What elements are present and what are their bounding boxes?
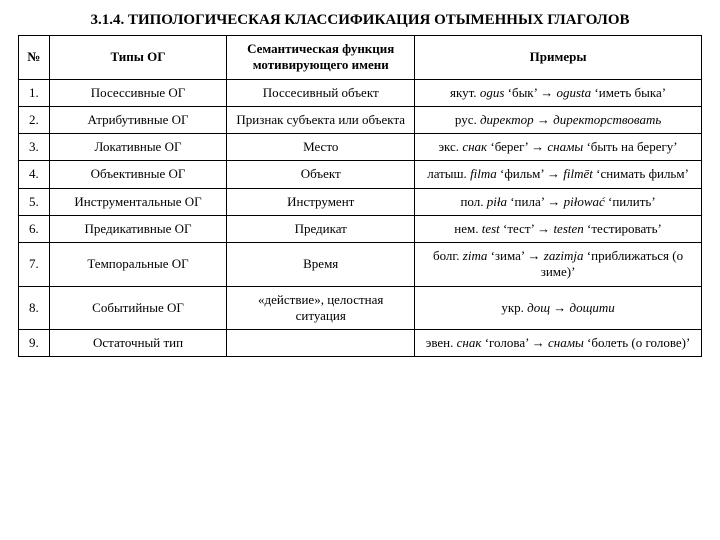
cell-num: 2.: [19, 106, 50, 133]
typology-table: № Типы ОГ Семантическая функция мотивиру…: [18, 35, 702, 357]
example-derived-word: директорствовать: [553, 112, 661, 127]
example-source-word: test: [482, 221, 500, 236]
example-derived-word: снамы: [547, 139, 583, 154]
example-lang: якут.: [450, 85, 480, 100]
table-row: 3.Локативные ОГМестоэкс. снак ‘берег’ → …: [19, 134, 702, 161]
table-row: 6.Предикативные ОГПредикатнем. test ‘тес…: [19, 215, 702, 242]
cell-num: 4.: [19, 161, 50, 188]
example-lang: болг.: [433, 248, 463, 263]
example-lang: укр.: [501, 300, 527, 315]
cell-type: Остаточный тип: [49, 330, 227, 357]
cell-function: [227, 330, 415, 357]
cell-example: экс. снак ‘берег’ → снамы ‘быть на берег…: [415, 134, 702, 161]
cell-function: Поссесивный объект: [227, 79, 415, 106]
example-derived-word: piłować: [564, 194, 605, 209]
table-row: 8.Событийные ОГ«действие», целостная сит…: [19, 286, 702, 330]
example-derived-word: zazimja: [544, 248, 584, 263]
cell-function: Объект: [227, 161, 415, 188]
cell-type: Темпоральные ОГ: [49, 243, 227, 287]
example-lang: экс.: [438, 139, 462, 154]
example-source-word: piła: [487, 194, 507, 209]
example-lang: нем.: [454, 221, 481, 236]
table-row: 1.Посессивные ОГПоссесивный объектякут. …: [19, 79, 702, 106]
cell-num: 8.: [19, 286, 50, 330]
example-gloss-arrow: ‘пила’ →: [507, 194, 564, 209]
table-row: 9.Остаточный тип эвен. снак ‘голова’ → сн…: [19, 330, 702, 357]
cell-num: 1.: [19, 79, 50, 106]
cell-type: Предикативные ОГ: [49, 215, 227, 242]
example-gloss-tail: ‘болеть (о голове)’: [584, 335, 691, 350]
cell-function: Время: [227, 243, 415, 287]
header-types: Типы ОГ: [49, 36, 227, 80]
example-gloss-tail: ‘пилить’: [605, 194, 656, 209]
cell-function: Инструмент: [227, 188, 415, 215]
table-header-row: № Типы ОГ Семантическая функция мотивиру…: [19, 36, 702, 80]
cell-example: нем. test ‘тест’ → testen ‘тестировать’: [415, 215, 702, 242]
cell-example: рус. директор → директорствовать: [415, 106, 702, 133]
header-num: №: [19, 36, 50, 80]
cell-example: латыш. filma ‘фильм’ → filmēt ‘снимать ф…: [415, 161, 702, 188]
cell-type: Локативные ОГ: [49, 134, 227, 161]
cell-example: пол. piła ‘пила’ → piłować ‘пилить’: [415, 188, 702, 215]
cell-type: Событийные ОГ: [49, 286, 227, 330]
example-gloss-arrow: →: [550, 300, 570, 315]
header-examples: Примеры: [415, 36, 702, 80]
example-gloss-tail: ‘быть на берегу’: [583, 139, 677, 154]
cell-num: 6.: [19, 215, 50, 242]
page-title: 3.1.4. ТИПОЛОГИЧЕСКАЯ КЛАССИФИКАЦИЯ ОТЫМ…: [18, 12, 702, 29]
cell-type: Инструментальные ОГ: [49, 188, 227, 215]
example-derived-word: ogusta: [556, 85, 591, 100]
cell-num: 7.: [19, 243, 50, 287]
example-derived-word: filmēt: [563, 166, 593, 181]
example-source-word: директор: [480, 112, 534, 127]
cell-num: 9.: [19, 330, 50, 357]
cell-example: эвен. снак ‘голова’ → снамы ‘болеть (о г…: [415, 330, 702, 357]
example-gloss-arrow: ‘тест’ →: [500, 221, 554, 236]
example-gloss-arrow: ‘берег’ →: [487, 139, 547, 154]
table-row: 4.Объективные ОГОбъектлатыш. filma ‘филь…: [19, 161, 702, 188]
table-row: 2.Атрибутивные ОГПризнак субъекта или об…: [19, 106, 702, 133]
cell-type: Атрибутивные ОГ: [49, 106, 227, 133]
header-function: Семантическая функция мотивирующего имен…: [227, 36, 415, 80]
example-lang: латыш.: [427, 166, 470, 181]
cell-example: болг. zima ‘зима’ → zazimja ‘приближатьс…: [415, 243, 702, 287]
example-source-word: снак: [457, 335, 482, 350]
example-gloss-arrow: ‘голова’ →: [481, 335, 548, 350]
cell-type: Объективные ОГ: [49, 161, 227, 188]
example-source-word: ogus: [480, 85, 505, 100]
example-lang: рус.: [455, 112, 480, 127]
cell-example: якут. ogus ‘бык’ → ogusta ‘иметь быка’: [415, 79, 702, 106]
cell-example: укр. дощ → дощити: [415, 286, 702, 330]
example-gloss-arrow: ‘бык’ →: [504, 85, 556, 100]
example-lang: пол.: [460, 194, 486, 209]
example-source-word: дощ: [527, 300, 550, 315]
example-lang: эвен.: [426, 335, 457, 350]
example-derived-word: снамы: [548, 335, 584, 350]
example-source-word: zima: [463, 248, 488, 263]
example-gloss-tail: ‘иметь быка’: [591, 85, 666, 100]
cell-num: 5.: [19, 188, 50, 215]
example-gloss-tail: ‘снимать фильм’: [593, 166, 689, 181]
example-derived-word: testen: [553, 221, 583, 236]
example-source-word: снак: [462, 139, 487, 154]
example-source-word: filma: [470, 166, 497, 181]
example-gloss-arrow: ‘зима’ →: [487, 248, 543, 263]
cell-function: Место: [227, 134, 415, 161]
example-derived-word: дощити: [570, 300, 615, 315]
cell-type: Посессивные ОГ: [49, 79, 227, 106]
cell-function: Признак субъекта или объекта: [227, 106, 415, 133]
example-gloss-tail: ‘тестировать’: [584, 221, 662, 236]
table-row: 5.Инструментальные ОГИнструментпол. piła…: [19, 188, 702, 215]
cell-function: «действие», целостная ситуация: [227, 286, 415, 330]
cell-function: Предикат: [227, 215, 415, 242]
table-row: 7.Темпоральные ОГВремяболг. zima ‘зима’ …: [19, 243, 702, 287]
example-gloss-arrow: →: [534, 112, 554, 127]
cell-num: 3.: [19, 134, 50, 161]
example-gloss-arrow: ‘фильм’ →: [497, 166, 563, 181]
